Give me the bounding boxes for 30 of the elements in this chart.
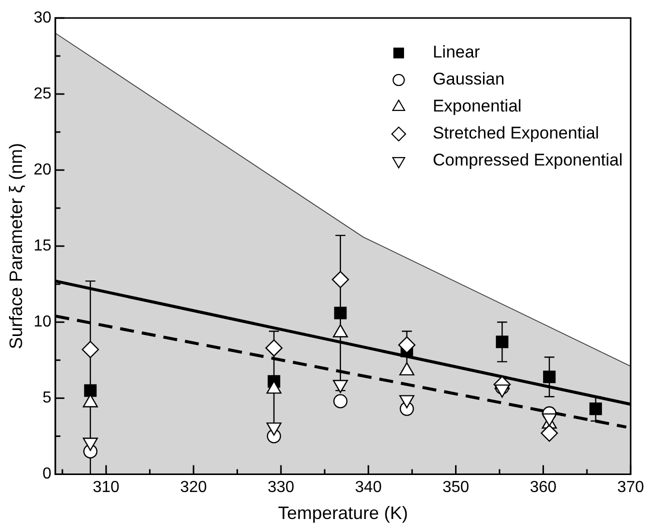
y-tick-label: 25 [34, 85, 52, 102]
x-tick-label: 320 [180, 479, 207, 496]
point [333, 394, 348, 408]
y-tick-label: 5 [42, 390, 52, 407]
point [84, 384, 97, 397]
legend-label: Gaussian [432, 70, 505, 89]
point [496, 336, 508, 348]
point [540, 424, 558, 442]
x-tick-label: 310 [92, 479, 120, 496]
x-tick-label: 330 [268, 479, 294, 496]
y-tick-label: 15 [34, 238, 52, 255]
legend-label: Linear [432, 42, 480, 62]
point [398, 336, 416, 354]
y-tick-label: 20 [34, 161, 52, 178]
x-tick-label: 360 [530, 479, 557, 496]
y-tick-label: 0 [42, 466, 52, 483]
x-tick-label: 370 [617, 479, 644, 496]
x-tick-label: 350 [442, 479, 470, 496]
x-tick-label: 340 [355, 479, 382, 496]
legend-label: Compressed Exponential [432, 150, 623, 170]
y-tick-label: 10 [34, 314, 52, 331]
point [332, 270, 349, 288]
point [334, 306, 347, 320]
y-tick-label: 30 [34, 9, 52, 26]
legend-label: Exponential [432, 96, 522, 116]
point [82, 340, 99, 358]
legend-label: Stretched Exponential [432, 124, 600, 143]
point [265, 339, 283, 357]
y-axis-title: Surface Parameter ξ (nm) [6, 143, 26, 350]
x-axis-title: Temperature (K) [278, 503, 408, 524]
